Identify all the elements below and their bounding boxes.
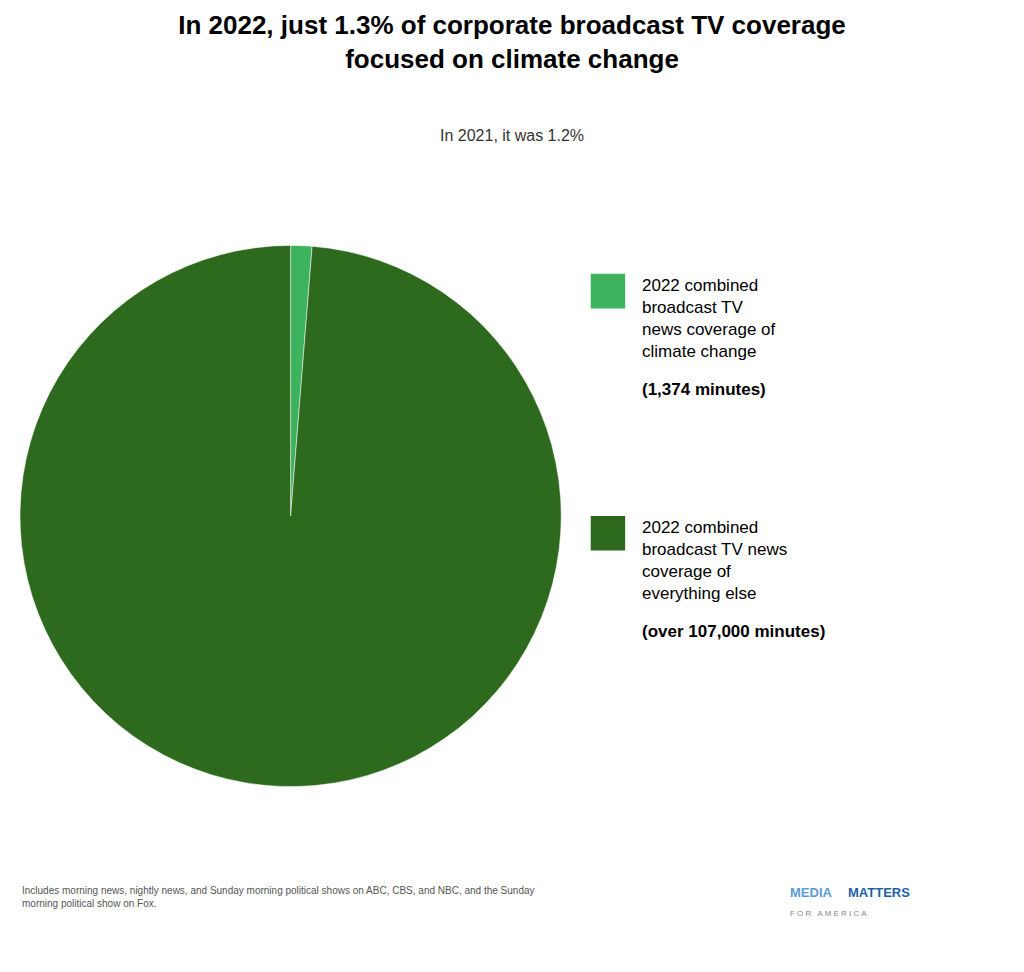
svg-text:2022 combinedbroadcast TVnews: 2022 combinedbroadcast TVnews coverage o… bbox=[642, 276, 776, 361]
svg-text:(1,374 minutes): (1,374 minutes) bbox=[642, 380, 766, 399]
svg-text:In 2021, it was 1.2%: In 2021, it was 1.2% bbox=[440, 127, 584, 144]
svg-text:MATTERS: MATTERS bbox=[848, 885, 910, 900]
svg-text:Includes morning news, nightly: Includes morning news, nightly news, and… bbox=[22, 885, 535, 909]
svg-text:MEDIA: MEDIA bbox=[790, 885, 833, 900]
svg-text:2022 combinedbroadcast TV news: 2022 combinedbroadcast TV newscoverage o… bbox=[642, 518, 787, 603]
svg-text:F O R A M E R I C A: F O R A M E R I C A bbox=[790, 909, 867, 918]
svg-text:(over 107,000 minutes): (over 107,000 minutes) bbox=[642, 622, 825, 641]
svg-text:In 2022, just 1.3% of corporat: In 2022, just 1.3% of corporate broadcas… bbox=[178, 10, 846, 74]
